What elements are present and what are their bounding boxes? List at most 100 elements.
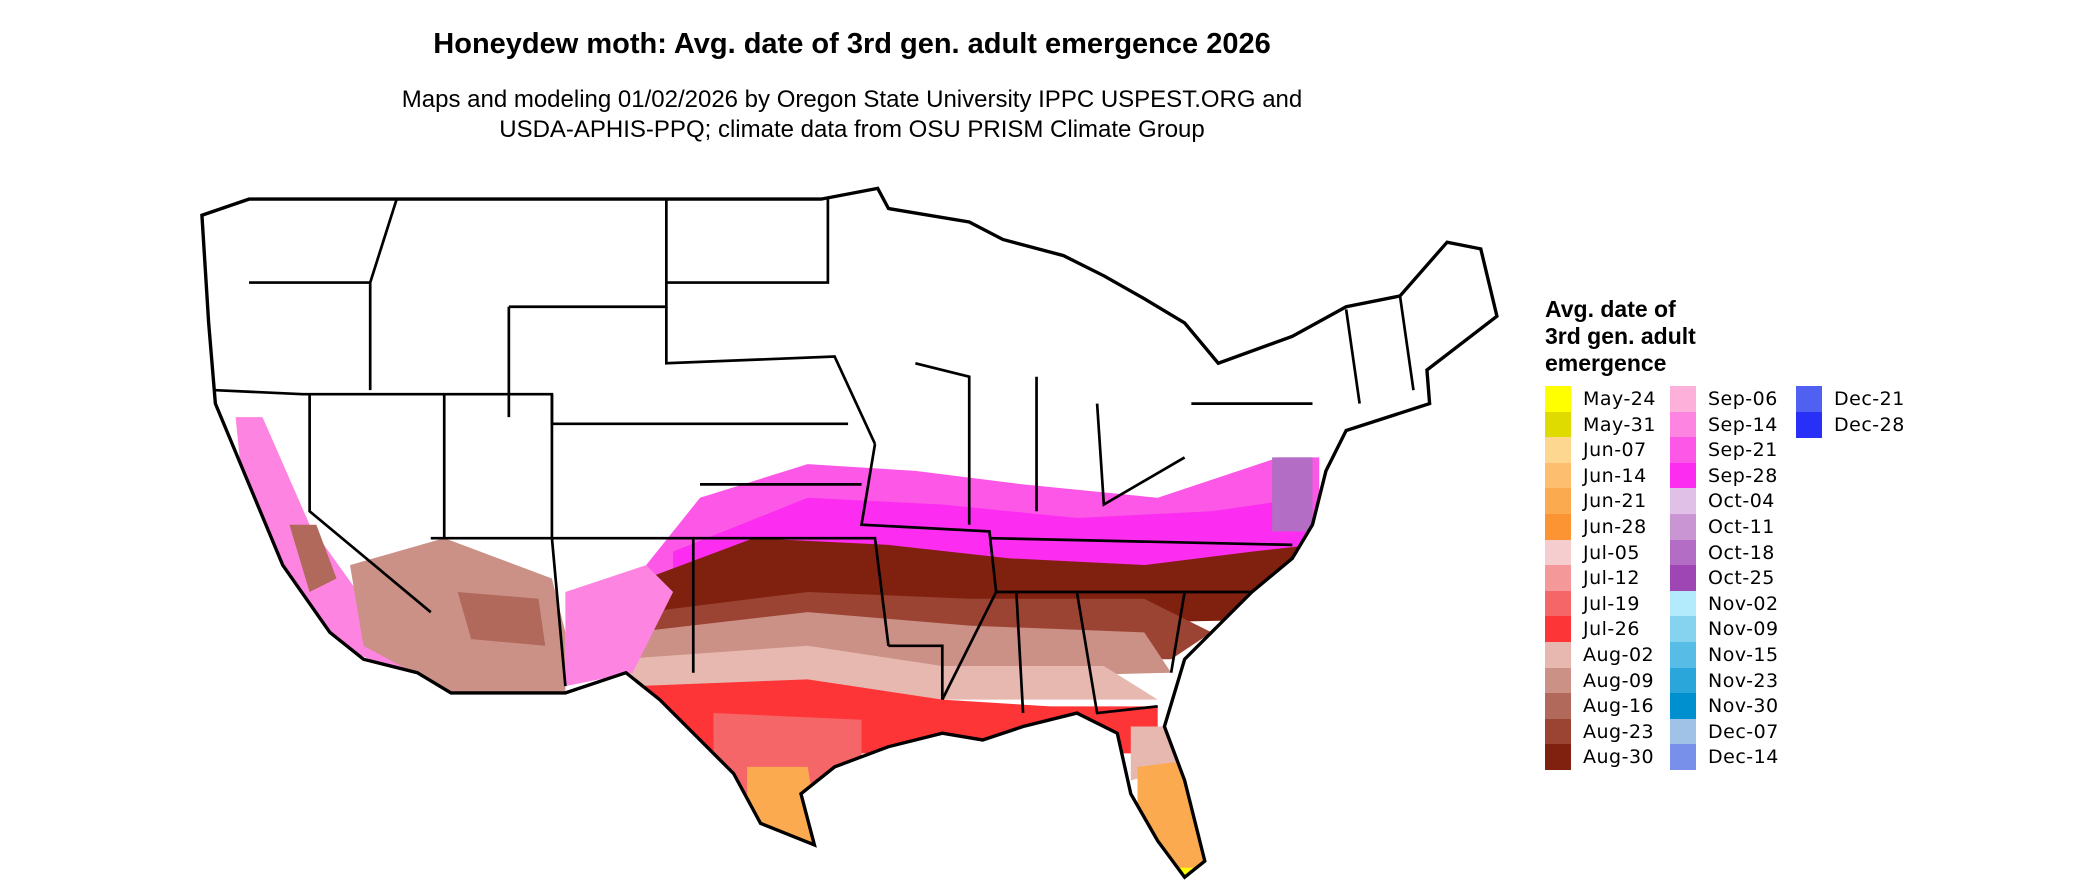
legend-label: Aug-30 [1583,746,1655,769]
legend-swatch [1670,488,1696,515]
legend-label: Sep-06 [1708,388,1778,410]
legend-label: Dec-21 [1834,388,1905,410]
legend-item: Aug-23 [1545,718,1655,745]
legend-swatch [1670,462,1696,489]
legend-item: Dec-14 [1670,744,1779,771]
legend-label: Jun-07 [1583,439,1647,462]
legend-item: Dec-21 [1796,386,1905,412]
legend-label: Aug-23 [1583,720,1655,743]
map-title: Honeydew moth: Avg. date of 3rd gen. adu… [433,28,1271,60]
legend-label: Dec-28 [1834,413,1905,436]
legend-item: Aug-02 [1545,642,1654,668]
legend-title-line: 3rd gen. adult [1545,323,1696,349]
legend-swatch [1545,514,1571,540]
legend-title: Avg. date of 3rd gen. adult emergence [1545,296,1696,377]
legend-swatch [1670,590,1696,617]
legend-title-line: Avg. date of [1545,296,1676,322]
legend-item: Oct-04 [1670,488,1775,515]
legend-label: Nov-09 [1708,618,1779,641]
band-aug-16-arizona [457,591,546,646]
legend-label: Sep-28 [1708,464,1778,487]
legend-label: Oct-04 [1708,490,1775,513]
legend-label: Dec-07 [1708,720,1779,743]
legend-item: Jul-26 [1545,616,1640,643]
us-border [200,186,1499,880]
legend-label: Aug-16 [1583,695,1655,718]
legend-item: Jul-12 [1545,565,1640,592]
legend-item: Jul-19 [1545,590,1640,617]
legend-label: Jun-14 [1583,464,1647,487]
band-aug-09-arizona [350,538,566,693]
band-sep-14-newmexico [565,565,674,687]
legend-item: Dec-28 [1796,411,1905,438]
legend-swatch [1796,386,1822,412]
legend-label: Dec-14 [1708,746,1779,769]
legend-label: Jun-21 [1583,490,1647,513]
legend-item: Aug-30 [1545,744,1655,771]
band-aug-16-california [289,524,337,592]
legend-item: May-31 [1545,411,1656,438]
legend-swatch [1670,386,1696,412]
legend-label: May-31 [1583,413,1656,436]
legend-item: Sep-14 [1670,411,1778,438]
band-jun-21-florida [1137,760,1212,875]
legend-swatch [1796,411,1822,438]
legend-swatch [1670,411,1696,438]
band-may-24-florida [1137,867,1199,878]
legend-swatch [1670,718,1696,745]
legend-swatch [1670,642,1696,668]
state-borders [215,197,1415,715]
legend-label: Jul-12 [1583,567,1640,590]
legend-item: Dec-07 [1670,718,1779,745]
legend-label: Jul-05 [1583,541,1640,564]
legend-item: Aug-09 [1545,667,1655,694]
legend-item: Jun-21 [1545,488,1647,515]
legend-swatch [1545,539,1571,566]
legend-item: Nov-30 [1670,693,1779,720]
map-subtitle-line-1: Maps and modeling 01/02/2026 by Oregon S… [401,86,1303,113]
legend-swatch [1545,437,1571,464]
legend-label: Oct-18 [1708,541,1775,564]
legend-item: Oct-18 [1670,539,1775,566]
legend-swatch [1545,462,1571,489]
legend-label: Aug-09 [1583,669,1655,692]
legend-label: May-24 [1583,388,1656,410]
legend-swatch [1545,590,1571,617]
legend-item: Sep-06 [1670,386,1778,412]
legend-label: Sep-21 [1708,439,1778,462]
legend-swatch [1670,539,1696,566]
legend-item: May-24 [1545,386,1656,412]
legend-label: Nov-23 [1708,669,1779,692]
legend-swatch [1545,693,1571,720]
legend-item: Jun-07 [1545,437,1647,464]
legend-swatch [1670,565,1696,592]
legend-label: Nov-02 [1708,592,1779,615]
legend-swatch [1670,514,1696,540]
legend-item: Sep-21 [1670,437,1778,464]
legend-label: Jun-28 [1583,516,1647,538]
legend-item: Aug-16 [1545,693,1655,720]
legend-item: Jun-14 [1545,462,1647,489]
legend-item: Nov-02 [1670,590,1779,617]
legend-swatch [1670,667,1696,694]
legend-item: Nov-15 [1670,642,1779,668]
legend-swatch [1670,437,1696,464]
map-subtitle-line-2: USDA-APHIS-PPQ; climate data from OSU PR… [499,116,1205,143]
legend-swatch [1670,616,1696,643]
legend-swatch [1545,488,1571,515]
legend-label: Aug-02 [1583,644,1655,666]
legend-item: Nov-23 [1670,667,1779,694]
legend-label: Nov-30 [1708,695,1779,718]
legend-label: Oct-11 [1708,516,1775,538]
legend-swatch [1545,642,1571,668]
legend-swatch [1545,718,1571,745]
legend-label: Jul-19 [1583,592,1640,615]
legend-swatch [1545,411,1571,438]
emergence-bands [235,417,1320,878]
legend-label: Nov-15 [1708,644,1779,666]
band-oct-18-virginia [1272,457,1313,532]
legend-label: Oct-25 [1708,567,1775,590]
legend-item: Sep-28 [1670,462,1778,489]
legend-item: Oct-25 [1670,565,1775,592]
